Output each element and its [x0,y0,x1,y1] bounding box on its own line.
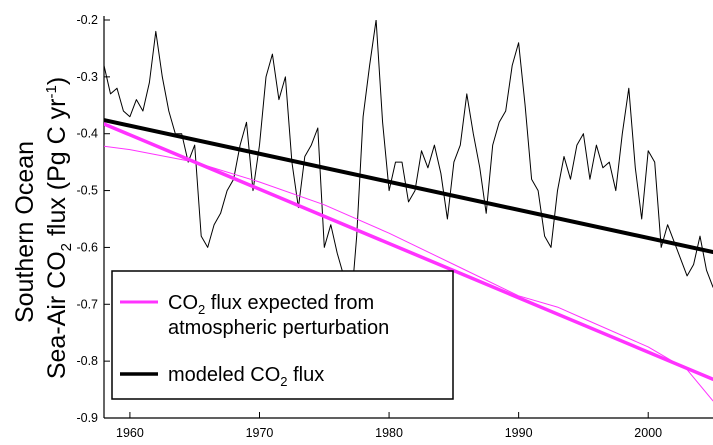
axes: -0.2 -0.3 -0.4 -0.5 -0.6 -0.7 -0.8 -0.9 1960 1970… [76,13,713,440]
y-tick-label: -0.8 [76,354,98,368]
y-axis-title-part: Sea-Air CO [43,251,71,379]
y-tick-label: -0.7 [76,297,98,311]
y-tick-label: -0.3 [76,70,98,84]
series-expected-flux-trend [104,122,713,382]
legend-text-part: flux [288,364,325,386]
y-tick-label: -0.9 [76,411,98,425]
series-modeled-flux-variability [104,20,713,317]
legend-text-subscript: 2 [280,374,287,389]
legend-text-part: CO [168,292,198,314]
x-tick-label: 1990 [505,426,533,440]
y-axis-title-subscript: 2 [58,243,75,251]
x-tick-label: 1960 [116,426,144,440]
y-tick-label: -0.2 [76,13,98,27]
y-axis-title-superscript: -1 [43,85,60,98]
y-axis-title-line1: Southern Ocean [11,141,39,323]
legend-text-part: modeled CO [168,364,280,386]
legend-box [111,270,454,400]
y-tick-label: -0.5 [76,184,98,198]
legend-label-modeled: modeled CO2 flux [168,364,324,389]
series-modeled-flux-trend [104,118,713,254]
legend-label-expected-line2: atmospheric perturbation [168,317,389,339]
legend: CO2 flux expected from atmospheric pertu… [111,270,454,400]
y-axis-title-part: flux (Pg C yr [43,99,71,243]
y-tick-label: -0.4 [76,127,98,141]
x-tick-label: 2000 [634,426,662,440]
legend-label-expected-line1: CO2 flux expected from [168,292,374,317]
x-tick-label: 1970 [246,426,274,440]
series-expected-flux-curve [104,145,713,402]
y-axis-title-part: ) [43,77,71,85]
legend-text-part: flux expected from [205,292,374,314]
x-tick-label: 1980 [375,426,403,440]
y-axis-title-line2: Sea-Air CO2 flux (Pg C yr-1) [43,77,75,379]
legend-text-subscript: 2 [198,302,205,317]
y-tick-label: -0.6 [76,240,98,254]
series-group [104,20,713,402]
